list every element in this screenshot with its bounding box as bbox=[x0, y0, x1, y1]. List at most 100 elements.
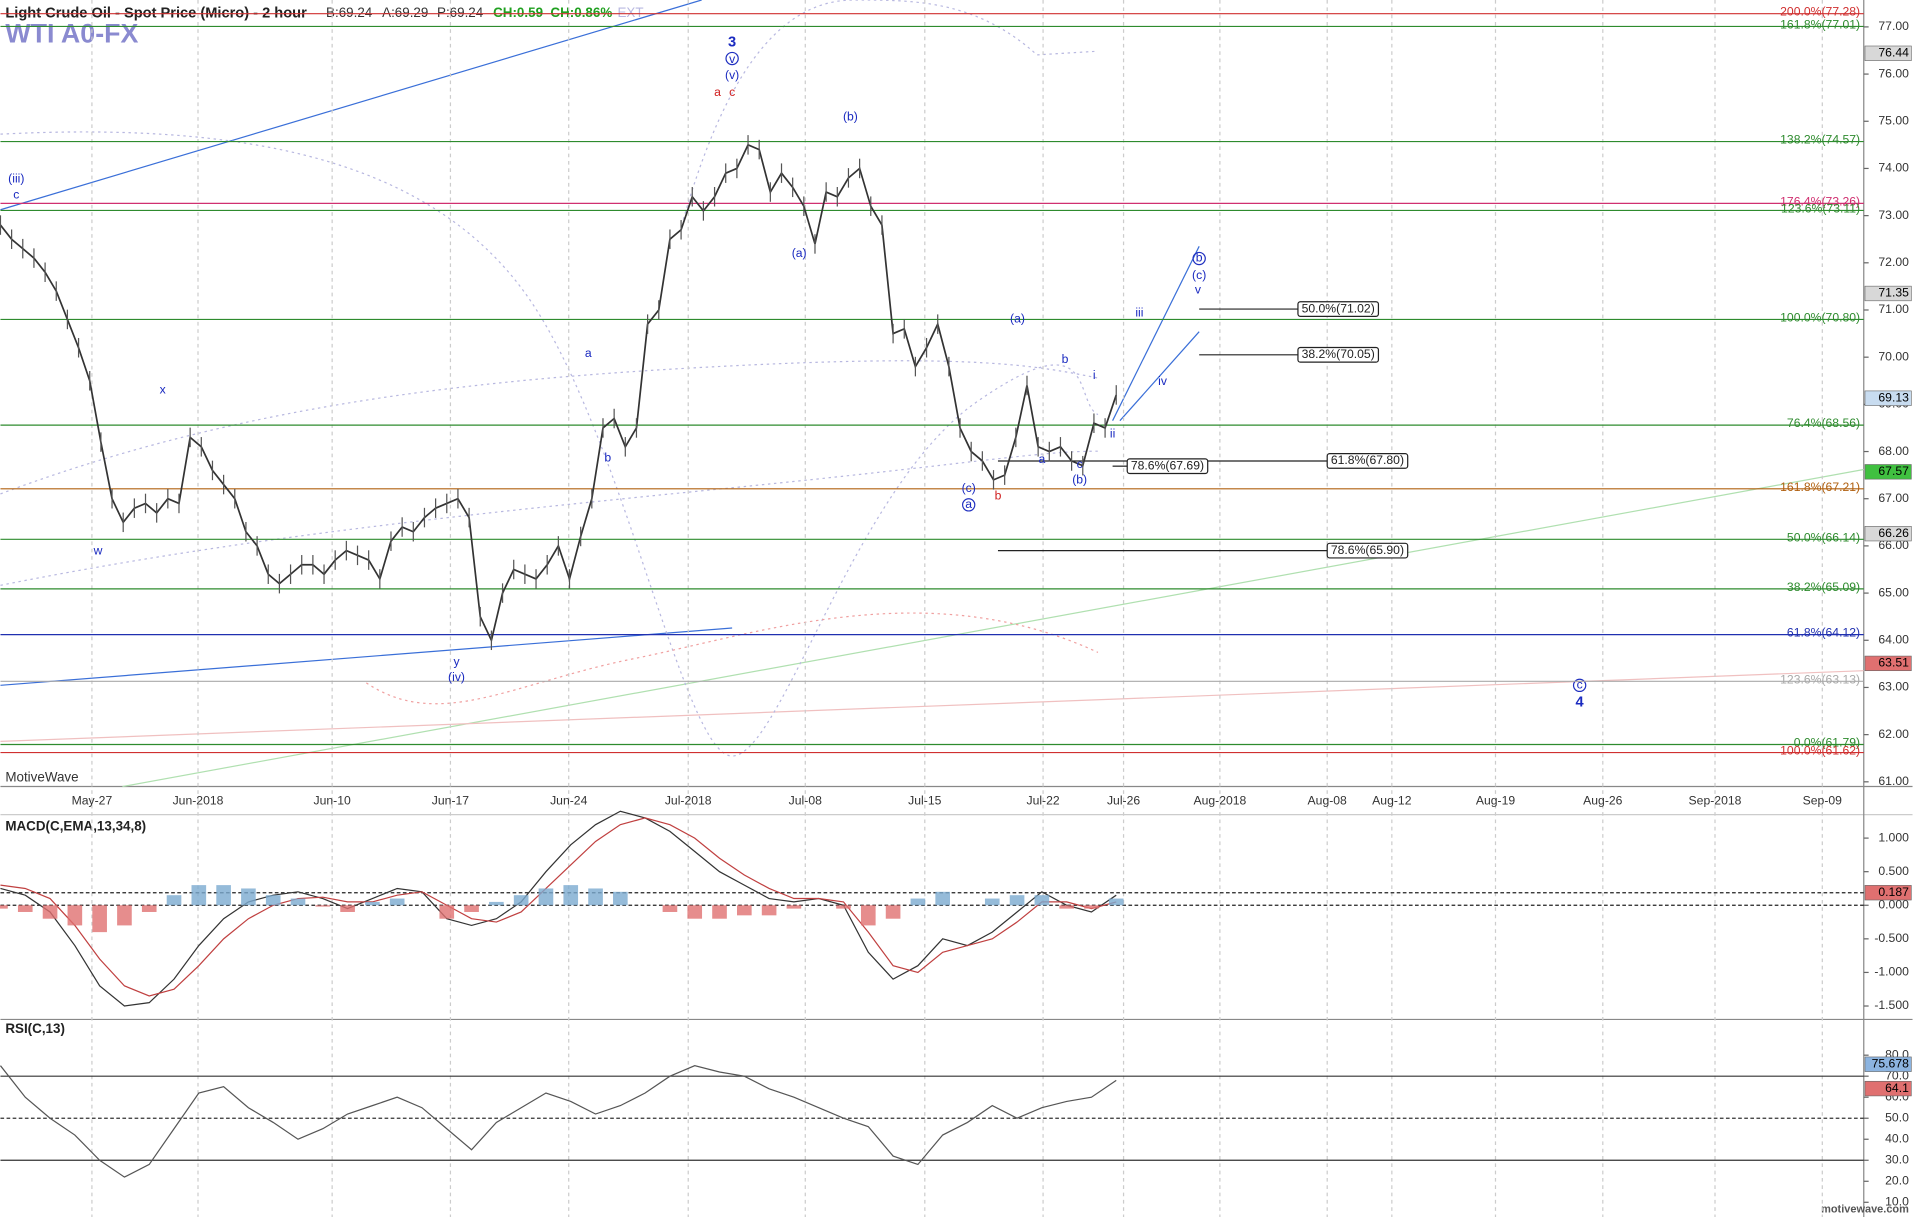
trendline bbox=[0, 0, 702, 211]
fib-box-label: 61.8%(67.80) bbox=[1331, 453, 1404, 467]
fib-label: 138.2%(74.57) bbox=[1780, 133, 1860, 147]
wave-label: c bbox=[1577, 678, 1583, 692]
fib-label: 38.2%(65.09) bbox=[1787, 580, 1860, 594]
x-tick-label: Aug-12 bbox=[1372, 793, 1412, 807]
histogram-bar bbox=[1009, 895, 1025, 906]
y-tick-label: 75.00 bbox=[1878, 113, 1909, 127]
y-tick-label: 62.00 bbox=[1878, 727, 1909, 741]
histogram-bar bbox=[489, 901, 504, 906]
histogram-bar bbox=[860, 905, 876, 926]
histogram-bar bbox=[836, 905, 851, 909]
histogram-bar bbox=[935, 891, 950, 906]
x-tick-label: Jun-2018 bbox=[173, 793, 224, 807]
histogram-bar bbox=[365, 901, 380, 906]
y-tick-label: 67.00 bbox=[1878, 491, 1909, 505]
fib-label: 161.8%(67.21) bbox=[1780, 480, 1860, 494]
price-marker-label: 75.678 bbox=[1872, 1056, 1909, 1070]
price-marker-label: 76.44 bbox=[1878, 46, 1909, 60]
wave-label: b bbox=[995, 489, 1002, 503]
bid: B:69.24 bbox=[326, 5, 373, 20]
x-tick-label: Aug-08 bbox=[1308, 793, 1348, 807]
wave-label: ii bbox=[1110, 426, 1115, 440]
ask: A:69.29 bbox=[382, 5, 428, 20]
x-tick-label: Jul-15 bbox=[908, 793, 941, 807]
wave-label: b bbox=[1062, 352, 1069, 366]
y-tick-label: 40.0 bbox=[1885, 1131, 1909, 1145]
rsi-line bbox=[0, 1065, 1117, 1178]
change: CH:0.59 bbox=[493, 5, 543, 20]
y-tick-label: 76.00 bbox=[1878, 66, 1909, 80]
histogram-bar bbox=[662, 905, 678, 912]
histogram-bar bbox=[117, 905, 132, 926]
moving-average bbox=[682, 0, 1098, 220]
histogram-bar bbox=[1059, 905, 1074, 909]
price-marker bbox=[1864, 655, 1912, 672]
histogram-bar bbox=[1108, 898, 1124, 906]
histogram-bar bbox=[290, 898, 306, 906]
histogram-bar bbox=[42, 905, 58, 919]
fib-label: 176.4%(73.26) bbox=[1780, 194, 1860, 208]
x-tick-label: Jun-24 bbox=[550, 793, 587, 807]
panel-title: MACD(C,EMA,13,34,8) bbox=[5, 818, 146, 833]
histogram-bar bbox=[0, 905, 8, 909]
brand: MotiveWave bbox=[5, 770, 78, 785]
y-tick-label: 63.00 bbox=[1878, 680, 1909, 694]
wave-circle bbox=[1572, 678, 1587, 693]
histogram-bar bbox=[613, 891, 628, 906]
moving-average bbox=[365, 612, 1099, 705]
wave-label: v bbox=[1195, 282, 1202, 296]
price-marker bbox=[1864, 45, 1912, 61]
fib-label: 76.4%(68.56) bbox=[1787, 416, 1860, 430]
x-tick-label: May-27 bbox=[72, 793, 113, 807]
histogram-bar bbox=[389, 898, 405, 906]
y-tick-label: 73.00 bbox=[1878, 208, 1909, 222]
histogram-bar bbox=[241, 888, 256, 906]
wave-label: i bbox=[1093, 368, 1096, 382]
x-tick-label: Jun-17 bbox=[432, 793, 469, 807]
x-tick-label: Jul-26 bbox=[1107, 793, 1140, 807]
y-tick-label: 20.0 bbox=[1885, 1173, 1909, 1187]
moving-averages bbox=[0, 0, 1099, 757]
fib-label: 123.6%(73.11) bbox=[1781, 201, 1860, 215]
price-marker-label: 69.13 bbox=[1878, 390, 1909, 404]
wave-label: a bbox=[965, 497, 972, 511]
wave-label: c bbox=[729, 85, 735, 99]
y-tick-label: 77.00 bbox=[1878, 19, 1909, 33]
wave-label: c bbox=[1077, 457, 1083, 471]
histogram-bar bbox=[538, 888, 554, 906]
wave-label: (c) bbox=[1192, 268, 1206, 282]
y-tick-label: -1.000 bbox=[1874, 965, 1909, 979]
wave-circle bbox=[1192, 251, 1206, 266]
wave-label: (c) bbox=[962, 481, 976, 495]
price-marker bbox=[1864, 390, 1912, 406]
fib-box bbox=[1297, 301, 1380, 317]
moving-average bbox=[0, 450, 1098, 586]
y-tick-label: 1.000 bbox=[1878, 830, 1909, 844]
x-tick-label: Jul-08 bbox=[789, 793, 822, 807]
histogram-bar bbox=[1034, 895, 1050, 906]
histogram-bar bbox=[1084, 905, 1099, 909]
x-tick-label: Jul-22 bbox=[1026, 793, 1059, 807]
fib-label: 123.6%(63.13) bbox=[1780, 672, 1860, 686]
y-tick-label: 74.00 bbox=[1878, 161, 1909, 175]
histogram-bar bbox=[910, 898, 926, 906]
price-marker bbox=[1864, 464, 1912, 480]
price-marker-label: 64.1 bbox=[1885, 1081, 1909, 1095]
trendline bbox=[0, 627, 733, 686]
histogram-bar bbox=[513, 895, 529, 906]
histogram-bar bbox=[92, 905, 107, 933]
histogram-bar bbox=[17, 905, 33, 912]
price-marker-label: 71.35 bbox=[1878, 286, 1909, 300]
fib-box bbox=[1126, 458, 1209, 475]
wave-label: (a) bbox=[792, 246, 807, 260]
wave-circle bbox=[961, 498, 976, 512]
fib-label: 100.0%(61.62) bbox=[1780, 744, 1860, 758]
y-tick-label: 65.00 bbox=[1878, 585, 1909, 599]
histogram-bar bbox=[216, 885, 231, 906]
y-tick-label: 72.00 bbox=[1878, 255, 1909, 269]
histogram-bar bbox=[761, 905, 777, 916]
y-tick-label: 0.000 bbox=[1878, 897, 1909, 911]
y-tick-label: -0.500 bbox=[1874, 931, 1909, 945]
fib-label: 200.0%(77.28) bbox=[1780, 5, 1860, 19]
